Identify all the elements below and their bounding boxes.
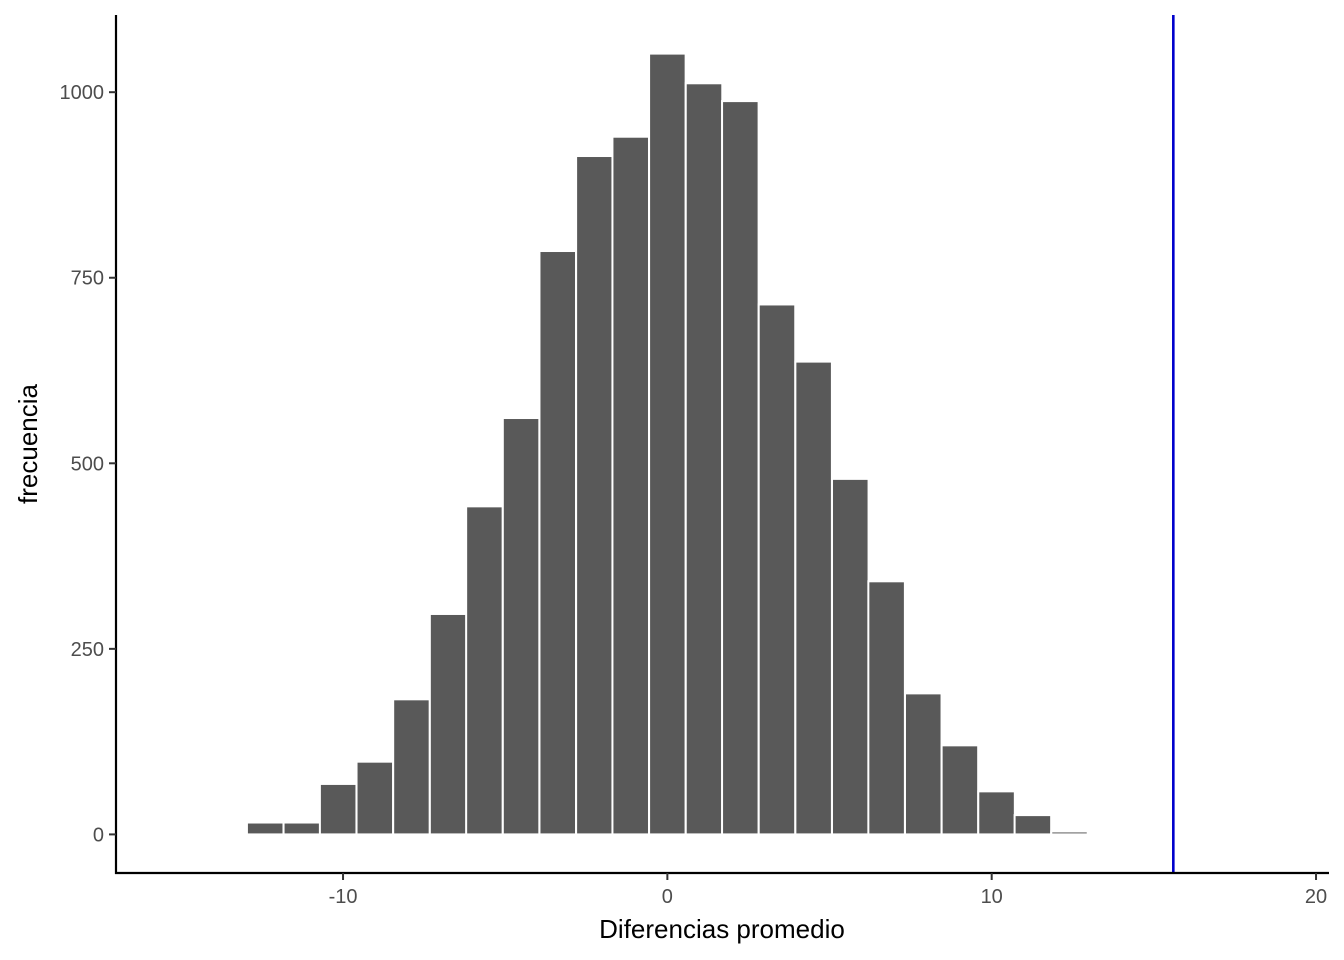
x-tick-label: 0	[662, 886, 673, 908]
histogram-bar	[648, 52, 687, 836]
histogram-bars	[209, 52, 1126, 836]
histogram-bar	[867, 580, 906, 836]
histogram-bar	[282, 821, 322, 836]
histogram-bar	[903, 692, 943, 836]
histogram-bar	[538, 250, 578, 836]
histogram-bar	[428, 612, 468, 836]
histogram-bar	[611, 135, 650, 836]
x-tick-label: 10	[981, 886, 1003, 908]
histogram-bar	[355, 760, 395, 836]
histogram-bar	[977, 790, 1016, 836]
y-tick-label: 0	[93, 824, 104, 846]
histogram-bar	[575, 155, 614, 836]
y-tick-label: 500	[71, 453, 104, 475]
histogram-bar	[209, 831, 248, 836]
histogram-bar	[684, 82, 724, 836]
y-tick-label: 750	[71, 268, 104, 290]
y-tick-label: 250	[71, 639, 104, 661]
x-axis-title: Diferencias promedio	[599, 914, 845, 944]
histogram-bar	[1013, 814, 1053, 836]
y-axis-ticks: 0 250 500 750 1000	[60, 82, 116, 846]
histogram-bar	[794, 360, 833, 836]
y-axis-title: frecuencia	[13, 383, 43, 503]
histogram-bar	[501, 417, 541, 836]
y-tick-label: 1000	[60, 82, 105, 104]
histogram-bar	[940, 744, 980, 836]
histogram-bar	[721, 100, 760, 836]
x-tick-label: 20	[1305, 886, 1327, 908]
x-tick-label: -10	[329, 886, 358, 908]
histogram-bar	[831, 477, 870, 836]
histogram-bar	[1050, 830, 1089, 836]
histogram-bar	[318, 782, 358, 836]
histogram-bar	[245, 821, 285, 836]
histogram-bar	[757, 303, 797, 836]
x-axis-ticks: -10 0 10 20	[329, 873, 1327, 908]
histogram-bar	[1086, 831, 1126, 836]
histogram-bar	[465, 505, 504, 836]
histogram-bar	[392, 698, 431, 836]
